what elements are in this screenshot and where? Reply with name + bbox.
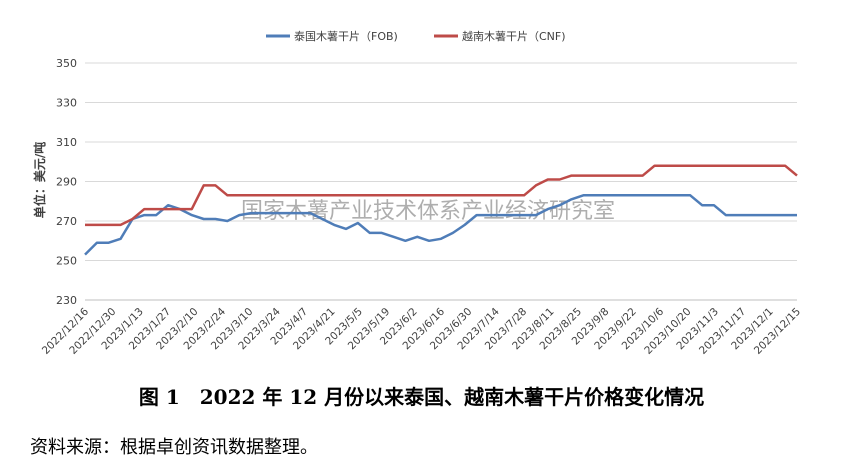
y-tick-label: 290 xyxy=(56,176,77,189)
y-tick-label: 350 xyxy=(56,57,77,70)
y-tick-label: 270 xyxy=(56,215,77,228)
y-tick-label: 230 xyxy=(56,294,77,307)
watermark-text: 国家木薯产业技术体系产业经济研究室 xyxy=(241,199,615,224)
thailand-series-line xyxy=(84,194,797,256)
y-tick-label: 250 xyxy=(56,255,77,268)
figure-caption: 图 1 2022 年 12 月份以来泰国、越南木薯干片价格变化情况 xyxy=(138,385,705,409)
y-tick-label: 330 xyxy=(56,97,77,110)
y-axis-label: 单位：美元/吨 xyxy=(32,142,47,218)
legend-label: 泰国木薯干片（FOB) xyxy=(294,29,398,43)
y-tick-label: 310 xyxy=(56,136,77,149)
legend-label: 越南木薯干片（CNF) xyxy=(462,29,566,43)
y-axis-ticks: 230 250 270 290 310 330 350 xyxy=(56,57,77,307)
data-source-note: 资料来源：根据卓创资讯数据整理。 xyxy=(30,437,318,458)
legend: 泰国木薯干片（FOB) 越南木薯干片（CNF) xyxy=(266,29,566,43)
price-line-chart: 230 250 270 290 310 330 350 单位：美元/吨 国家木薯产业技术体系… xyxy=(32,29,803,357)
x-axis-ticks: 2022/12/162022/12/302023/1/132023/1/2720… xyxy=(40,305,803,357)
series-lines xyxy=(84,164,798,256)
vietnam-series-line xyxy=(85,164,798,227)
gridlines xyxy=(85,62,797,301)
